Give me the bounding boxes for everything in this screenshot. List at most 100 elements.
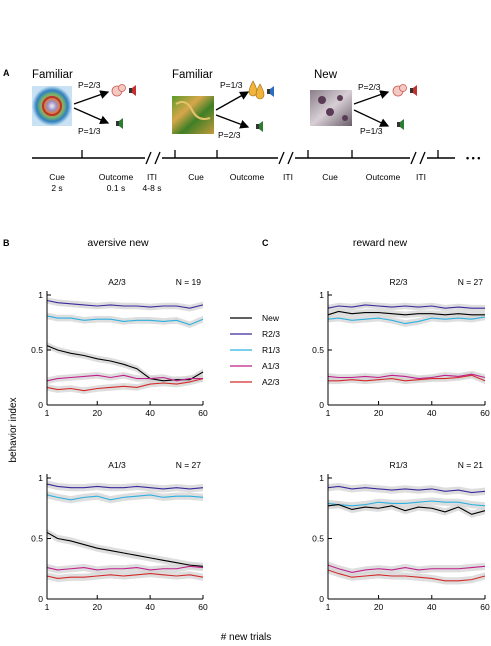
chart-title: A1/3 [108, 460, 126, 470]
speaker-icon [397, 119, 404, 130]
legend-entry-r13: R1/3 [230, 345, 280, 355]
sem-band-a23 [328, 566, 485, 585]
n-label: N = 27 [458, 277, 484, 287]
y-tick-label: 0.5 [312, 345, 324, 355]
sem-band-new [328, 308, 485, 319]
x-tick-label: 1 [45, 602, 50, 612]
legend-entry-r23: R2/3 [230, 329, 280, 339]
legend-label-a23: A2/3 [262, 377, 280, 387]
sem-band-new [47, 342, 203, 385]
juice-drop-icon [248, 80, 265, 100]
y-tick-label: 0 [319, 594, 324, 604]
series-line-a23 [327, 569, 486, 582]
x-tick-label: 60 [198, 602, 208, 612]
y-tick-label: 0 [38, 400, 43, 410]
speaker-icon [410, 85, 417, 96]
chart-b-bottom: 1 20 40 60 0 0.5 1 A1/3 N = 27 [31, 460, 208, 612]
y-tick-label: 0.5 [31, 534, 43, 544]
fractal-image-1-ring [42, 96, 62, 116]
series-line-new [327, 504, 486, 515]
sem-band-r23 [47, 297, 203, 312]
chart-title: R2/3 [390, 277, 408, 287]
timeline-ticks [81, 150, 439, 158]
series-line-a13 [327, 564, 486, 573]
condition-1-lower-arrow [73, 107, 110, 125]
condition-2-lower-prob: P=2/3 [218, 130, 241, 140]
y-tick-label: 0.5 [31, 345, 43, 355]
timeline-sub-iti: 4-8 s [143, 183, 162, 193]
series-line-new [46, 531, 204, 567]
timeline-label-iti: ITI [283, 172, 293, 182]
y-tick-label: 0 [319, 400, 324, 410]
sem-band-new [47, 528, 203, 570]
legend-label-a13: A1/3 [262, 361, 280, 371]
timeline-ellipsis: • • • [466, 153, 480, 163]
sem-band-r13 [328, 313, 485, 327]
chart-c-bottom: 1 20 40 60 0 0.5 1 R1/3 N = 21 [312, 460, 490, 612]
timeline-label-cue: Cue [188, 172, 204, 182]
x-tick-label: 20 [374, 602, 384, 612]
x-tick-label: 1 [45, 408, 50, 418]
condition-2-upper-arrow [215, 91, 250, 111]
condition-2-title: Familiar [172, 69, 213, 81]
timeline-break [278, 151, 294, 165]
timeline-label-outcome: Outcome [99, 172, 134, 182]
y-tick-label: 1 [319, 290, 324, 300]
timeline-label-outcome: Outcome [230, 172, 265, 182]
timeline-label-cue: Cue [49, 172, 65, 182]
x-tick-label: 60 [480, 408, 490, 418]
legend-entry-a13: A1/3 [230, 361, 280, 371]
timeline-sub-outcome: 0.1 s [107, 183, 125, 193]
timeline-break [145, 151, 161, 165]
speaker-icon [129, 85, 136, 96]
n-label: N = 19 [176, 277, 202, 287]
legend-label-r13: R1/3 [262, 345, 280, 355]
timeline-label-iti: ITI [147, 172, 157, 182]
series-line-a13 [46, 565, 204, 571]
condition-1-lower-prob: P=1/3 [78, 126, 101, 136]
sem-band-r23 [47, 480, 203, 493]
panel-c-title: reward new [353, 237, 408, 249]
x-tick-label: 40 [427, 602, 437, 612]
chart-title: A2/3 [108, 277, 126, 287]
series-line-a23 [328, 374, 486, 382]
series-line-r13 [46, 494, 204, 501]
panel-a: A Familiar P=2/3 P=1/3 Fa [3, 68, 480, 193]
x-tick-label: 20 [93, 602, 103, 612]
condition-2-upper-prob: P=1/3 [220, 80, 243, 90]
condition-3-lower-arrow [353, 109, 390, 127]
series-line-r23 [327, 304, 485, 309]
n-label: N = 27 [176, 460, 202, 470]
series-line-r13 [327, 316, 486, 325]
n-label: N = 21 [458, 460, 484, 470]
timeline-label-cue: Cue [322, 172, 338, 182]
speaker-icon [256, 121, 263, 132]
series-line-new [327, 310, 485, 316]
fractal-image-1 [32, 86, 72, 126]
legend-entry-new: New [230, 313, 280, 323]
condition-3: New P=2/3 P=1/3 [310, 69, 417, 136]
series-line-new [46, 345, 204, 382]
x-tick-label: 60 [480, 602, 490, 612]
chart-b-top: 1 20 40 60 0 0.5 1 A2/3 N = 19 [31, 277, 208, 418]
condition-1: Familiar P=2/3 P=1/3 [32, 69, 136, 136]
y-tick-label: 1 [38, 290, 43, 300]
y-tick-label: 1 [38, 473, 43, 483]
fractal-image-2 [172, 96, 214, 134]
series-line-a23 [46, 573, 204, 579]
air-puff-icon [111, 84, 126, 97]
y-tick-label: 1 [319, 473, 324, 483]
panel-c-letter: C [262, 238, 269, 248]
x-tick-label: 20 [93, 408, 103, 418]
x-tick-label: 1 [326, 602, 331, 612]
condition-3-lower-prob: P=1/3 [360, 126, 383, 136]
y-tick-label: 0.5 [312, 534, 324, 544]
condition-1-title: Familiar [32, 69, 73, 81]
x-tick-label: 20 [374, 408, 384, 418]
condition-3-upper-arrow [353, 90, 390, 105]
legend-entry-a23: A2/3 [230, 377, 280, 387]
series-line-a13 [46, 374, 203, 382]
legend-label-new: New [262, 313, 280, 323]
chart-title: R1/3 [390, 460, 408, 470]
